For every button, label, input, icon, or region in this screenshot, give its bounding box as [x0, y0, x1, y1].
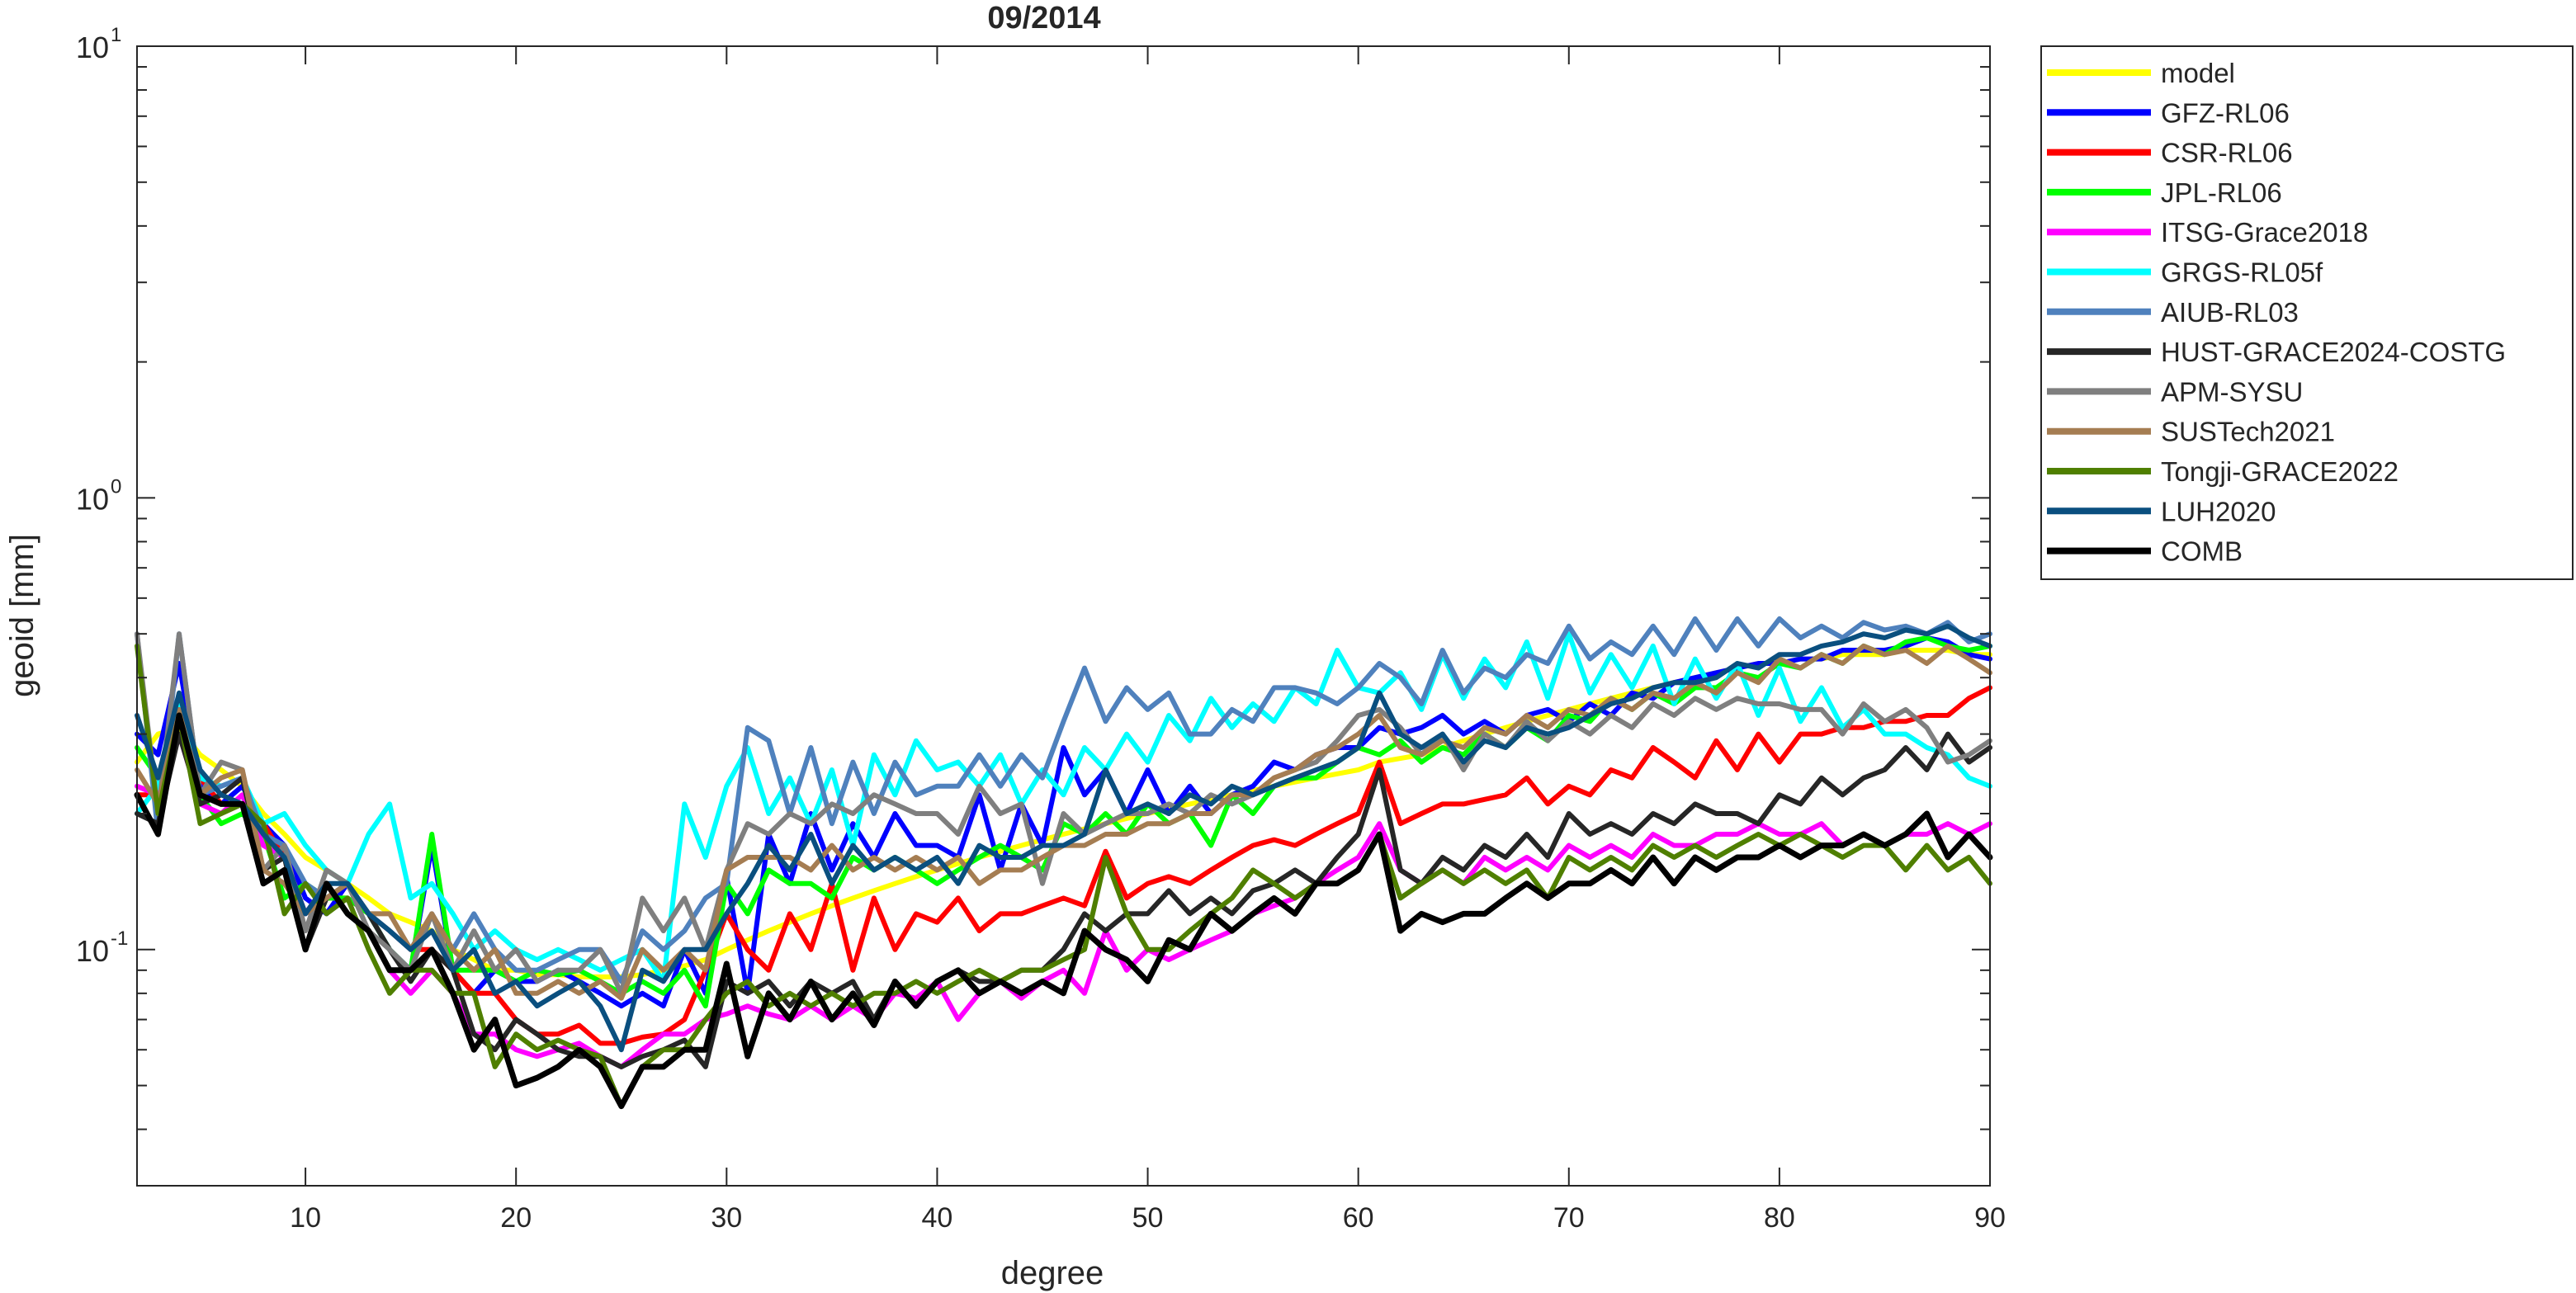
series-line-apm-sysu [135, 631, 1992, 996]
legend-label: Tongji-GRACE2022 [2161, 456, 2399, 487]
y-tick-label: 10 [76, 482, 109, 516]
x-axis-label: degree [1001, 1255, 1104, 1291]
legend: model GFZ-RL06 CSR-RL06 JPL-RL06 ITSG-Grace2… [2040, 45, 2574, 580]
x-tick-label: 50 [1132, 1202, 1164, 1234]
x-tick-label: 90 [1974, 1202, 2006, 1234]
legend-label: ITSG-Grace2018 [2161, 217, 2368, 248]
y-tick-exponent: 0 [111, 475, 121, 498]
series-line-jpl-rl06 [135, 635, 1992, 1009]
series-line-grgs-rl05f [135, 631, 1992, 984]
legend-item-comb: COMB [2047, 536, 2243, 567]
legend-item-csr-rl06: CSR-RL06 [2047, 138, 2293, 168]
legend-label: HUST-GRACE2024-COSTG [2161, 337, 2506, 367]
x-tick-label: 10 [290, 1202, 321, 1234]
y-tick-label: 10 [76, 31, 109, 64]
x-tick-label: 60 [1343, 1202, 1374, 1234]
series-line-tongji-grace2022 [135, 643, 1992, 1109]
legend-item-itsg-grace2018: ITSG-Grace2018 [2047, 217, 2368, 248]
legend-label: SUSTech2021 [2161, 417, 2335, 447]
legend-item-luh2020: LUH2020 [2047, 496, 2276, 526]
series-line-luh2020 [135, 623, 1992, 1053]
y-tick-exponent: -1 [111, 927, 128, 950]
legend-label: LUH2020 [2161, 496, 2276, 526]
series-line-comb [134, 712, 1993, 1110]
y-tick-label: 10 [76, 934, 109, 968]
plot-area [137, 46, 1990, 1186]
legend-label: model [2161, 58, 2235, 88]
x-tick-label: 80 [1764, 1202, 1795, 1234]
legend-item-grgs-rl05f: GRGS-RL05f [2047, 257, 2323, 288]
x-tick-label: 20 [500, 1202, 532, 1234]
legend-label: COMB [2161, 536, 2243, 567]
legend-label: GFZ-RL06 [2161, 97, 2290, 128]
legend-item-sustech2021: SUSTech2021 [2047, 417, 2335, 447]
legend-item-aiub-rl03: AIUB-RL03 [2047, 297, 2299, 328]
legend-item-apm-sysu: APM-SYSU [2047, 376, 2303, 407]
legend-item-model: model [2047, 58, 2235, 88]
y-tick-exponent: 1 [111, 24, 121, 46]
chart-title: 09/2014 [987, 1, 1100, 35]
legend-label: AIUB-RL03 [2161, 297, 2299, 328]
x-axis: 10 20 30 40 50 60 70 80 90 [290, 46, 2006, 1234]
legend-item-gfz-rl06: GFZ-RL06 [2047, 97, 2290, 128]
legend-items: model GFZ-RL06 CSR-RL06 JPL-RL06 ITSG-Grace2… [2047, 58, 2506, 567]
x-tick-label: 30 [711, 1202, 742, 1234]
legend-item-tongji-grace2022: Tongji-GRACE2022 [2047, 456, 2399, 487]
series-line-hust-grace2024-costg [135, 731, 1992, 1069]
x-tick-label: 70 [1553, 1202, 1585, 1234]
legend-item-jpl-rl06: JPL-RL06 [2047, 177, 2282, 208]
legend-label: GRGS-RL05f [2161, 257, 2323, 288]
y-axis-label: geoid [mm] [4, 534, 40, 697]
legend-item-hust-grace2024-costg: HUST-GRACE2024-COSTG [2047, 337, 2506, 367]
legend-label: APM-SYSU [2161, 376, 2303, 407]
x-tick-label: 40 [922, 1202, 953, 1234]
legend-label: JPL-RL06 [2161, 177, 2282, 208]
series-layer [134, 616, 1993, 1110]
plot-frame [136, 45, 1991, 1187]
legend-label: CSR-RL06 [2161, 138, 2293, 168]
